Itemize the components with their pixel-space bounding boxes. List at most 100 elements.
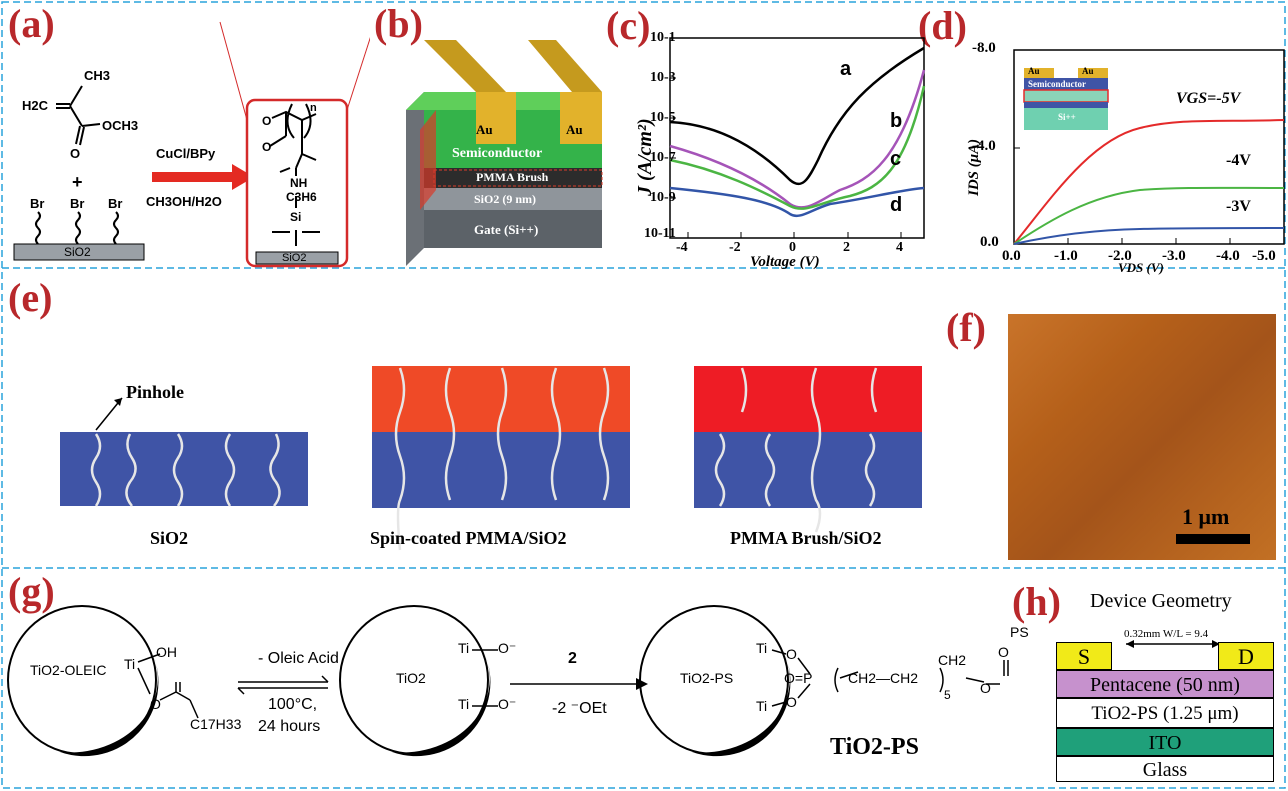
d-xtick-4: -3.0 — [1162, 248, 1186, 264]
panel-d: -8.0 -4.0 0.0 IDS (μA) 0.0 -1.0 -2.0 -3.… — [960, 0, 1288, 275]
source-contact: S — [1056, 642, 1112, 670]
jv-plot — [669, 37, 926, 239]
inset-au-right: Au — [1082, 66, 1094, 76]
vgs-label-5: VGS=-5V — [1176, 90, 1241, 107]
np3-o-2: O — [786, 694, 797, 710]
np3-o-3: O — [980, 680, 991, 696]
c-ytick-3: 10-5 — [650, 110, 676, 125]
c-xtick-2: -2 — [729, 240, 741, 255]
label-sio2-a: SiO2 — [64, 245, 91, 259]
drain-contact: D — [1218, 642, 1274, 670]
np1-label: TiO2-OLEIC — [30, 662, 107, 678]
c-label-d: d — [890, 194, 903, 216]
c-ytick-2: 10-3 — [650, 70, 676, 85]
np3-ps: PS — [1010, 624, 1029, 640]
prod-n: n — [310, 102, 317, 114]
np2-o-2: O⁻ — [498, 696, 517, 712]
label-br-1: Br — [30, 196, 45, 211]
au-left-b: Au — [476, 122, 493, 137]
d-xtick-5: -4.0 — [1216, 248, 1240, 264]
d-ytick-3: 0.0 — [980, 234, 999, 250]
panel-label-f: (f) — [946, 305, 986, 350]
arrow2-bottom: -2 ⁻OEt — [552, 700, 607, 717]
scale-label: 1 μm — [1182, 504, 1230, 529]
d-xtick-1: 0.0 — [1002, 248, 1021, 264]
pinhole-label: Pinhole — [126, 382, 185, 402]
d-xtick-6: -5.0 — [1252, 248, 1276, 264]
ligand-exchange-scheme — [7, 605, 1009, 757]
arrow1-mid: 100°C, — [268, 696, 318, 713]
prod-c3h6: C3H6 — [286, 190, 317, 204]
d-ytick-1: -8.0 — [972, 40, 996, 56]
np3-ch2: CH2 — [938, 652, 967, 668]
device-3d — [406, 40, 603, 266]
c-xtick-1: -4 — [676, 240, 688, 255]
label-br-2: Br — [70, 196, 85, 211]
c-label-c: c — [890, 148, 902, 170]
arrow1-bottom: 24 hours — [258, 718, 321, 735]
output-plot — [1013, 49, 1285, 245]
vgs-label-3: -3V — [1226, 198, 1251, 215]
c-xtick-5: 4 — [896, 240, 903, 255]
pentacene-layer: Pentacene (50 nm) — [1056, 670, 1274, 698]
reagent-bottom: CH3OH/H2O — [146, 194, 222, 209]
prod-sio2: SiO2 — [282, 252, 307, 264]
panel-g: TiO2-OLEIC OH Ti O C17H33 - Oleic Acid 1… — [0, 572, 1010, 790]
np2-o-1: O⁻ — [498, 640, 517, 656]
np3-ti-1: Ti — [756, 640, 768, 656]
reaction-arrow-a — [152, 172, 232, 182]
prod-o-top: O — [262, 114, 272, 128]
c-ytick-1: 10-1 — [650, 30, 676, 45]
np3-ti-2: Ti — [756, 698, 768, 714]
layer-semiconductor: Semiconductor — [452, 146, 543, 161]
product-label: TiO2-PS — [830, 734, 919, 760]
curve-a — [669, 46, 925, 186]
panel-e: Pinhole SiO2 Spin-coated PMMA/SiO2 PMMA … — [0, 270, 940, 566]
c-ytick-6: 10-11 — [644, 226, 676, 241]
np3-chain: CH2—CH2 — [848, 670, 919, 686]
c-xlabel: Voltage (V) — [750, 254, 820, 270]
c-xtick-4: 2 — [843, 240, 850, 255]
np1-oh: OH — [156, 644, 177, 660]
np2-label: TiO2 — [396, 670, 426, 686]
c-ytick-5: 10-9 — [650, 190, 676, 205]
np3-sub: 5 — [944, 688, 951, 702]
label-br-3: Br — [108, 196, 123, 211]
layer-gate: Gate (Si++) — [474, 222, 539, 237]
au-right-b: Au — [566, 122, 583, 137]
prod-si: Si — [290, 210, 302, 224]
label-h2c: H2C — [22, 98, 49, 113]
label-ch3: CH3 — [84, 68, 111, 83]
d-xlabel: VDS (V) — [1118, 260, 1164, 275]
h-title: Device Geometry — [1090, 590, 1232, 612]
d-ylabel: IDS (μA) — [966, 138, 982, 196]
panel-c: J (A/cm²) 10-1 10-3 10-5 10-7 10-9 10-11… — [634, 0, 930, 270]
inset-au-left: Au — [1028, 66, 1040, 76]
vgs-label-4: -4V — [1226, 152, 1251, 169]
caption-brush: PMMA Brush/SiO2 — [730, 528, 882, 548]
panel-label-b: (b) — [374, 1, 423, 46]
inset-si: Si++ — [1058, 112, 1076, 122]
caption-sio2: SiO2 — [150, 528, 189, 548]
product-box — [245, 98, 349, 268]
curve-vgs-5 — [1013, 119, 1285, 245]
c-xtick-3: 0 — [789, 240, 796, 255]
panel-label-c: (c) — [606, 3, 651, 48]
tio2-ps-layer: TiO2-PS (1.25 μm) — [1056, 698, 1274, 728]
panel-label-g: (g) — [8, 569, 55, 614]
caption-spin-coated: Spin-coated PMMA/SiO2 — [370, 528, 567, 548]
glass-layer: Glass — [1056, 756, 1274, 782]
dimension-arrow — [1126, 640, 1220, 648]
panel-label-e: (e) — [8, 275, 53, 320]
np2-ti-2: Ti — [458, 696, 470, 712]
np3-label: TiO2-PS — [680, 670, 734, 686]
curve-vgs-4 — [1013, 186, 1285, 245]
c-label-b: b — [890, 110, 903, 132]
np3-o-1: O — [786, 646, 797, 662]
label-och3: OCH3 — [102, 118, 139, 133]
prod-o-2: O — [262, 140, 272, 154]
panel-label-h: (h) — [1012, 579, 1061, 624]
label-plus: + — [72, 172, 83, 192]
